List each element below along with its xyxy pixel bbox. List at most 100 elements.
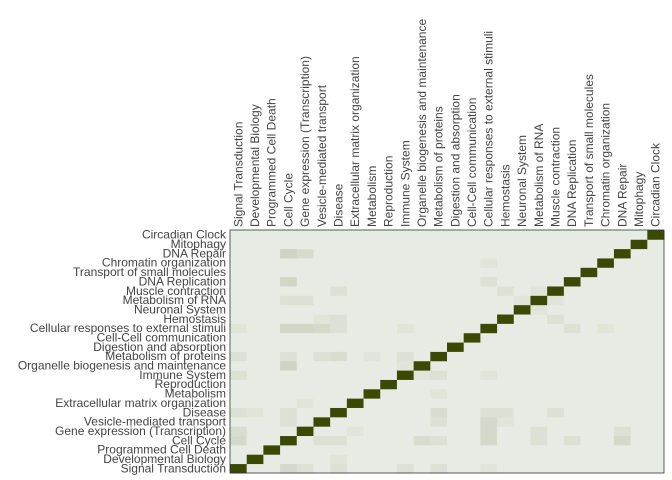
heatmap-cell xyxy=(430,286,448,296)
heatmap-cell xyxy=(246,314,264,324)
heatmap-cell xyxy=(580,323,598,334)
heatmap-cell xyxy=(580,239,598,250)
heatmap-cell xyxy=(430,332,448,343)
heatmap-cell xyxy=(413,379,431,390)
heatmap-cell xyxy=(280,407,298,418)
heatmap-cell xyxy=(513,444,531,455)
heatmap-cell xyxy=(480,276,498,287)
heatmap-cell xyxy=(647,304,665,315)
heatmap-cell xyxy=(530,388,548,399)
heatmap-cell xyxy=(647,258,665,268)
heatmap-cell xyxy=(630,454,648,465)
heatmap-cell xyxy=(413,276,431,287)
heatmap-cell xyxy=(430,426,448,437)
heatmap-cell xyxy=(413,407,431,418)
heatmap-cell xyxy=(597,230,615,240)
heatmap-cell xyxy=(413,463,431,474)
heatmap-cell xyxy=(363,463,381,474)
heatmap-cell xyxy=(296,435,314,446)
y-tick-label: Vesicle-mediated transport xyxy=(84,415,227,429)
heatmap-cell xyxy=(447,398,465,408)
heatmap-cell xyxy=(447,435,465,446)
heatmap-cell-diagonal xyxy=(263,444,281,455)
heatmap-cell xyxy=(263,323,281,334)
heatmap-cell xyxy=(396,239,415,250)
x-tick-label: Metabolism xyxy=(365,166,379,227)
heatmap-cell xyxy=(613,407,632,418)
heatmap-cell xyxy=(296,379,314,390)
heatmap-cell xyxy=(463,295,481,306)
heatmap-cell xyxy=(346,342,364,352)
heatmap-cell xyxy=(346,314,364,324)
heatmap-cell xyxy=(597,286,615,296)
heatmap-cell xyxy=(413,426,431,437)
x-tick-label: Mitophagy xyxy=(632,172,646,227)
heatmap-cell xyxy=(530,398,548,408)
x-tick-label: Programmed Cell Death xyxy=(265,98,279,227)
heatmap-cell xyxy=(313,370,331,380)
heatmap-cell xyxy=(463,435,481,446)
heatmap-cell xyxy=(263,407,281,418)
heatmap-cell xyxy=(647,435,665,446)
heatmap-cell xyxy=(296,295,314,306)
heatmap-cell xyxy=(530,332,548,343)
heatmap-cell xyxy=(447,379,465,390)
heatmap-cell xyxy=(380,230,398,240)
heatmap-cell xyxy=(647,332,665,343)
heatmap-cell xyxy=(597,314,615,324)
x-tick-label: Extracellular matrix organization xyxy=(348,56,362,227)
heatmap-cell xyxy=(363,435,381,446)
heatmap-cell xyxy=(447,407,465,418)
heatmap-cell xyxy=(313,398,331,408)
heatmap-cell xyxy=(246,360,264,371)
heatmap-cell xyxy=(497,351,515,362)
heatmap-cell xyxy=(630,435,648,446)
heatmap-cell xyxy=(396,379,415,390)
heatmap-cell-diagonal xyxy=(497,314,515,324)
heatmap-cell xyxy=(396,332,415,343)
heatmap-cell xyxy=(280,286,298,296)
heatmap-cell xyxy=(563,426,581,437)
heatmap-cell xyxy=(296,351,314,362)
heatmap-cell xyxy=(563,230,581,240)
heatmap-cell xyxy=(563,332,581,343)
heatmap-cell xyxy=(230,342,248,352)
heatmap-cell xyxy=(530,267,548,278)
heatmap-cell xyxy=(547,398,565,408)
heatmap-cell-diagonal xyxy=(230,463,248,474)
heatmap-cell xyxy=(547,416,565,427)
heatmap-cell xyxy=(380,248,398,259)
heatmap-cell xyxy=(597,239,615,250)
y-tick-label: Hemostasis xyxy=(163,312,226,326)
heatmap-cell xyxy=(480,304,498,315)
heatmap-cell xyxy=(647,407,665,418)
heatmap-cell xyxy=(630,304,648,315)
heatmap-cell xyxy=(513,388,531,399)
heatmap-cell xyxy=(396,295,415,306)
heatmap-cell xyxy=(396,267,415,278)
heatmap-cell xyxy=(580,435,598,446)
heatmap-cell xyxy=(630,295,648,306)
heatmap-cell xyxy=(547,276,565,287)
heatmap-cell xyxy=(463,267,481,278)
heatmap-cell xyxy=(480,444,498,455)
plot-frame xyxy=(229,229,665,474)
heatmap-cell xyxy=(280,342,298,352)
heatmap-cell xyxy=(346,258,364,268)
heatmap-cell xyxy=(430,239,448,250)
heatmap-cell xyxy=(280,248,298,259)
heatmap-cell xyxy=(230,276,248,287)
heatmap-cell xyxy=(413,332,431,343)
heatmap-cell xyxy=(580,332,598,343)
heatmap-cell xyxy=(346,407,364,418)
heatmap-cell xyxy=(497,416,515,427)
heatmap-cell xyxy=(497,360,515,371)
heatmap-cell xyxy=(463,258,481,268)
heatmap-cell xyxy=(430,342,448,352)
heatmap-cell xyxy=(296,463,314,474)
heatmap-cell xyxy=(547,248,565,259)
heatmap-cell xyxy=(447,370,465,380)
heatmap-cell xyxy=(363,258,381,268)
heatmap-cell xyxy=(580,276,598,287)
heatmap-cell xyxy=(413,342,431,352)
